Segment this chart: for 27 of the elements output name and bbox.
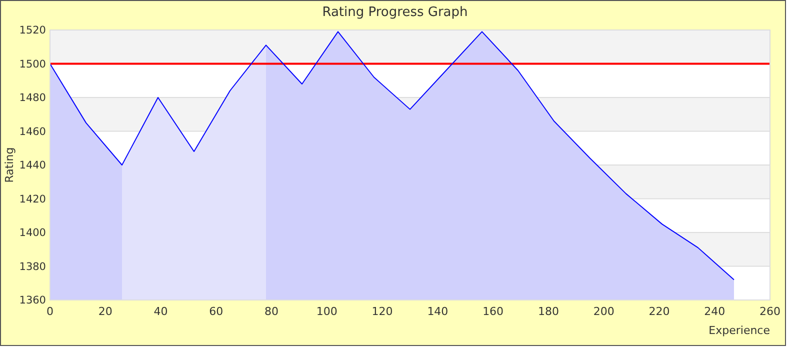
- x-tick-label: 240: [704, 305, 726, 318]
- x-tick-label: 100: [316, 305, 338, 318]
- y-tick-label: 1520: [19, 24, 46, 37]
- y-tick-label: 1400: [19, 227, 46, 240]
- x-tick-label: 180: [538, 305, 559, 318]
- x-tick-label: 0: [46, 305, 54, 318]
- x-tick-label: 80: [264, 305, 279, 318]
- x-tick-label: 260: [760, 305, 780, 318]
- x-tick-label: 20: [98, 305, 112, 318]
- x-tick-label: 200: [593, 305, 614, 318]
- y-tick-label: 1420: [19, 193, 46, 206]
- x-tick-label: 160: [482, 305, 504, 318]
- y-tick-label: 1480: [19, 92, 46, 104]
- y-tick-label: 1360: [19, 294, 46, 307]
- y-tick-label: 1460: [19, 126, 46, 138]
- y-tick-label: 1380: [19, 260, 46, 273]
- x-axis-title: Experience: [708, 324, 770, 337]
- y-axis-title: Rating: [3, 147, 16, 183]
- line-series: [50, 31, 734, 280]
- x-tick-label: 220: [648, 305, 670, 318]
- x-tick-label: 140: [427, 305, 448, 318]
- y-tick-label: 1440: [19, 160, 46, 172]
- x-tick-label: 60: [209, 305, 224, 318]
- y-tick-label: 1500: [19, 58, 46, 70]
- chart-title: Rating Progress Graph: [322, 5, 468, 20]
- x-tick-label: 120: [372, 305, 393, 318]
- x-tick-label: 40: [154, 305, 168, 318]
